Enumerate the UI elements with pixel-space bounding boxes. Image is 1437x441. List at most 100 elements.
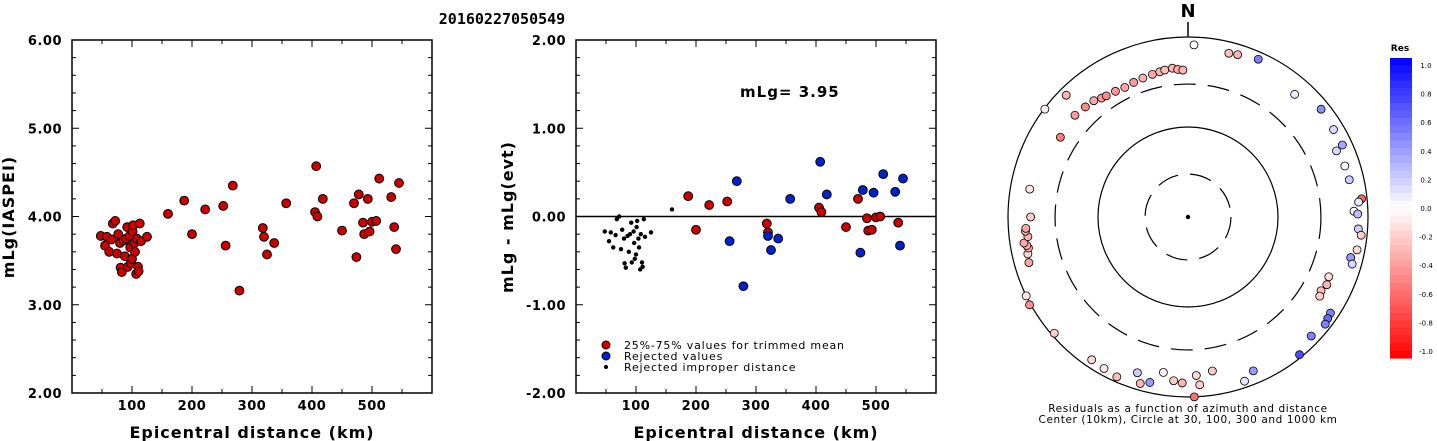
point-trimmed — [704, 200, 715, 210]
point-rejected-distance — [629, 220, 634, 225]
colorbar-swatch — [1390, 178, 1412, 187]
colorbar-swatch — [1390, 335, 1412, 344]
polar-point — [1129, 78, 1139, 87]
y-tick-label: 3.00 — [28, 299, 62, 314]
colorbar-swatch — [1390, 245, 1412, 254]
colorbar-swatch — [1390, 260, 1412, 269]
point-magnitude — [106, 234, 117, 245]
x-tick-label: 400 — [298, 399, 327, 414]
polar-point — [1306, 331, 1316, 341]
point-rejected-distance — [621, 236, 627, 241]
point-rejected-distance — [606, 239, 612, 244]
polar-point — [1061, 90, 1071, 100]
polar-point — [1055, 132, 1065, 142]
distance-circle-300 — [1054, 83, 1322, 351]
point-rejected-distance — [611, 245, 616, 250]
point-magnitude — [312, 211, 323, 222]
polar-point — [1207, 366, 1217, 376]
legend-marker-red — [601, 340, 611, 350]
panel-1-points — [95, 161, 404, 296]
panel-2-ylabel: mLg - mLg(evt) — [498, 141, 517, 293]
colorbar-swatch — [1390, 73, 1412, 82]
polar-point — [1101, 91, 1111, 101]
colorbar-tick-label: -1.0 — [1419, 348, 1433, 356]
polar-point — [1240, 376, 1249, 386]
polar-point — [1354, 197, 1364, 207]
point-magnitude — [227, 180, 238, 191]
colorbar-swatch — [1390, 65, 1412, 74]
point-magnitude — [142, 231, 152, 242]
point-rejected-distance — [641, 216, 646, 222]
polar-point — [1347, 259, 1357, 269]
colorbar-swatch — [1390, 110, 1412, 119]
point-magnitude — [134, 218, 145, 229]
polar-point — [1352, 245, 1362, 255]
point-magnitude — [362, 193, 373, 204]
colorbar-title: Res — [1391, 44, 1409, 54]
colorbar-tick-label: 0.4 — [1420, 148, 1432, 156]
point-rejected — [773, 233, 784, 244]
colorbar-swatch — [1390, 253, 1412, 262]
point-magnitude — [257, 223, 268, 233]
y-tick-label: 5.00 — [28, 122, 62, 137]
polar-point — [1344, 175, 1354, 185]
point-rejected-distance — [627, 231, 633, 237]
y-tick-label: -2.00 — [526, 387, 566, 402]
panel-2-annotation: mLg= 3.95 — [740, 83, 840, 101]
colorbar-swatch — [1390, 193, 1412, 202]
panel-2: 100 200 300 400 500 -2.00 -1.00 0.00 1.00 2.00 mL… — [498, 34, 937, 441]
caption-line-1: Residuals as a function of azimuth and d… — [1048, 403, 1328, 415]
colorbar-swatch — [1390, 268, 1412, 277]
colorbar-swatch — [1390, 313, 1412, 322]
colorbar-swatch — [1390, 290, 1412, 299]
polar-point — [1120, 83, 1130, 92]
point-rejected-distance — [636, 236, 641, 241]
point-magnitude — [259, 231, 269, 242]
polar-point — [1290, 89, 1300, 99]
polar-point — [1177, 378, 1187, 388]
point-rejected-distance — [648, 230, 654, 235]
north-label: N — [1180, 1, 1195, 22]
point-magnitude — [218, 201, 229, 211]
point-rejected-distance — [636, 245, 642, 250]
polar-point — [1111, 86, 1120, 96]
polar-point — [1019, 238, 1029, 248]
point-rejected — [895, 240, 905, 251]
point-rejected-distance — [638, 231, 643, 237]
colorbar-swatch — [1390, 238, 1412, 247]
point-rejected-distance — [620, 227, 625, 232]
colorbar-swatch — [1390, 350, 1412, 359]
polar-point — [1189, 392, 1199, 402]
legend-marker-black — [604, 365, 608, 369]
x-tick-label: 200 — [682, 399, 711, 414]
y-tick-label: 4.00 — [28, 211, 62, 226]
x-tick-label: 300 — [742, 399, 771, 414]
point-magnitude — [187, 229, 197, 240]
colorbar-swatch — [1390, 298, 1412, 307]
polar-point — [1337, 140, 1347, 150]
colorbar-tick-label: 0.8 — [1420, 91, 1431, 99]
polar-point — [1356, 230, 1366, 240]
polar-point — [1087, 355, 1097, 365]
point-rejected-distance — [642, 234, 648, 239]
x-tick-label: 300 — [238, 399, 267, 414]
point-magnitude — [179, 195, 190, 206]
polar-circles — [1007, 36, 1369, 398]
point-rejected — [857, 185, 868, 195]
colorbar-swatch — [1390, 133, 1412, 142]
legend-label-rejected-values: Rejected values — [624, 350, 723, 363]
point-rejected-distance — [635, 218, 640, 224]
colorbar-gradient — [1390, 58, 1412, 359]
polar-point — [1132, 368, 1142, 378]
x-tick-label: 200 — [178, 399, 207, 414]
colorbar-swatch — [1390, 163, 1412, 172]
y-tick-label: 2.00 — [28, 387, 62, 402]
colorbar-swatch — [1390, 118, 1412, 127]
point-rejected — [766, 245, 776, 255]
colorbar-swatch — [1390, 140, 1412, 149]
polar-point — [1295, 350, 1304, 360]
polar-point — [1324, 272, 1334, 282]
panel-2-legend: 25%-75% values for trimmed mean Rejected… — [601, 339, 844, 374]
colorbar-tick-label: 0.2 — [1420, 176, 1431, 184]
